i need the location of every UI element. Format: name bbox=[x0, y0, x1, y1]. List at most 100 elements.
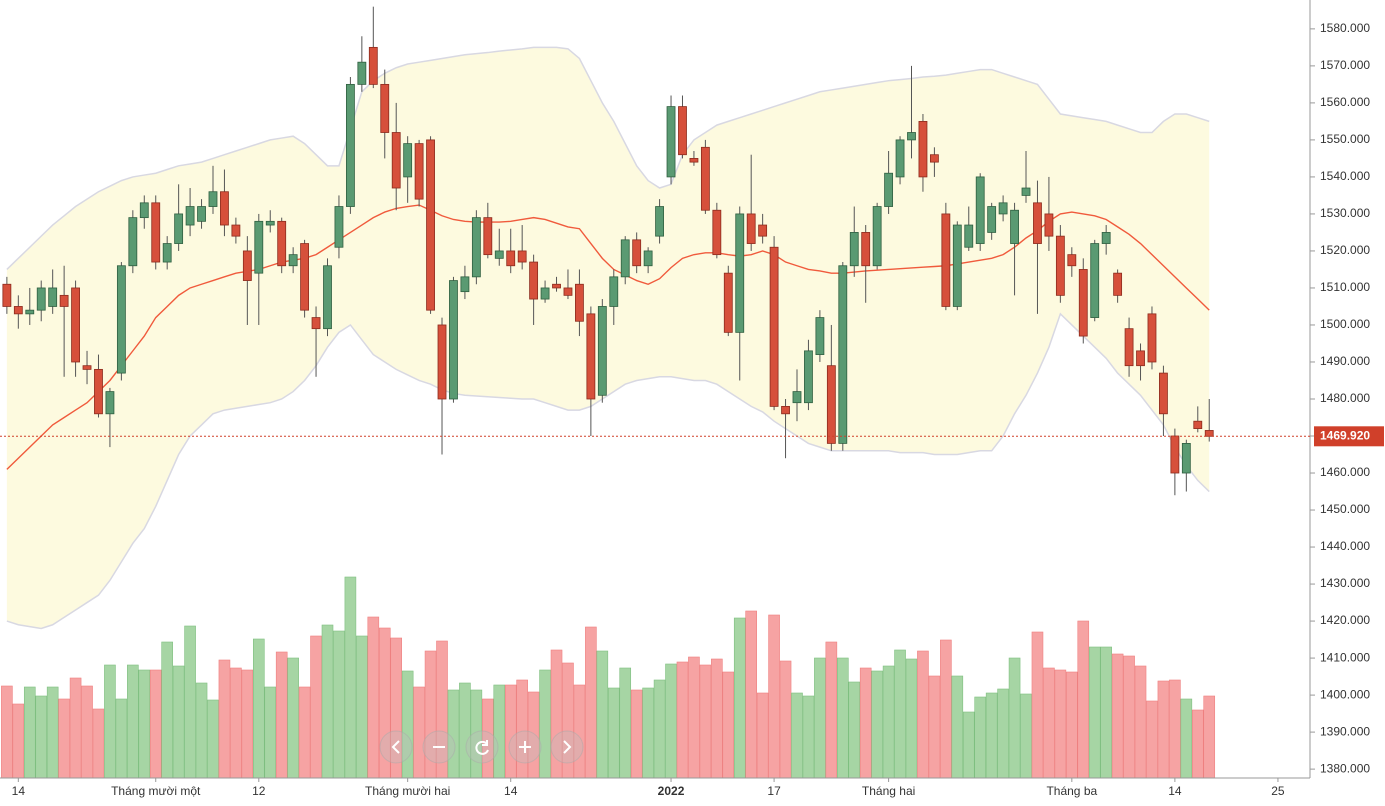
zoom-out-button[interactable] bbox=[422, 730, 456, 764]
candle-body bbox=[975, 176, 985, 244]
candle-body bbox=[872, 206, 882, 267]
candle-body bbox=[941, 213, 951, 307]
candle-body bbox=[1010, 209, 1019, 244]
y-tick-label: 1490.000 bbox=[1320, 354, 1370, 368]
candle-body bbox=[25, 309, 35, 315]
y-tick-label: 1380.000 bbox=[1320, 761, 1370, 775]
volume-bar bbox=[367, 616, 380, 779]
volume-bar bbox=[23, 686, 36, 779]
candles bbox=[2, 6, 1214, 496]
y-tick-label: 1410.000 bbox=[1320, 650, 1370, 664]
volume-bar bbox=[230, 667, 242, 779]
candle-body bbox=[323, 265, 332, 330]
volume-bar bbox=[928, 675, 941, 779]
volume-bar bbox=[1008, 657, 1021, 779]
scroll-right-button[interactable] bbox=[550, 730, 584, 764]
volume-bar bbox=[711, 658, 723, 779]
candle-body bbox=[220, 191, 229, 226]
candle-body bbox=[597, 306, 607, 396]
volume-bar bbox=[768, 614, 780, 779]
candle-body bbox=[345, 83, 355, 207]
x-tick-label: Tháng mười hai bbox=[365, 784, 450, 798]
scroll-left-button[interactable] bbox=[379, 730, 413, 764]
reset-button[interactable] bbox=[465, 730, 499, 764]
volume-bar bbox=[905, 658, 918, 779]
volume-bar bbox=[985, 692, 998, 779]
x-tick-label: 25 bbox=[1271, 784, 1285, 798]
candle-body bbox=[1055, 235, 1065, 296]
candle-body bbox=[632, 239, 642, 267]
candle-body bbox=[391, 132, 401, 189]
volume-bar bbox=[287, 657, 299, 779]
candle-body bbox=[494, 250, 504, 259]
bollinger-bands bbox=[6, 46, 1210, 630]
candle-body bbox=[13, 306, 23, 315]
zoom-in-button[interactable] bbox=[508, 730, 542, 764]
candle-body bbox=[895, 139, 905, 178]
volume-bar bbox=[1100, 646, 1112, 779]
x-tick-label: 12 bbox=[252, 784, 266, 798]
volume-bars bbox=[1, 576, 1216, 779]
candle-body bbox=[804, 350, 813, 404]
volume-bar bbox=[356, 635, 368, 779]
last-price-box bbox=[1314, 426, 1384, 447]
volume-bar bbox=[413, 686, 425, 779]
candle-body bbox=[1090, 243, 1100, 318]
volume-bar bbox=[619, 667, 632, 779]
y-tick-label: 1540.000 bbox=[1320, 169, 1370, 183]
candle-body bbox=[460, 276, 470, 293]
candle-body bbox=[483, 217, 493, 256]
volume-bar bbox=[161, 641, 173, 779]
volume-bar bbox=[699, 664, 712, 779]
candle-body bbox=[838, 265, 848, 444]
candle-body bbox=[334, 206, 344, 248]
x-tick-label: 14 bbox=[1168, 784, 1182, 798]
candle-body bbox=[655, 206, 664, 237]
candle-body bbox=[1193, 420, 1203, 430]
volume-bar bbox=[756, 692, 769, 779]
candle-body bbox=[769, 246, 779, 407]
candle-body bbox=[254, 220, 264, 274]
volume-bar bbox=[81, 685, 93, 779]
volume-bar bbox=[241, 669, 254, 779]
candle-body bbox=[1113, 272, 1123, 296]
candle-body bbox=[964, 224, 974, 248]
candle-body bbox=[2, 283, 12, 307]
volume-bar bbox=[207, 699, 219, 779]
candle-body bbox=[987, 206, 997, 233]
volume-bar bbox=[825, 641, 838, 779]
candle-body bbox=[300, 243, 310, 311]
volume-bar bbox=[1180, 698, 1193, 779]
candle-body bbox=[1159, 372, 1168, 415]
volume-bar bbox=[837, 657, 849, 779]
candle-body bbox=[1067, 254, 1077, 267]
candle-body bbox=[540, 287, 550, 300]
volume-bar bbox=[607, 687, 620, 779]
volume-bar bbox=[573, 684, 586, 779]
volume-bar bbox=[940, 639, 952, 779]
y-tick-label: 1510.000 bbox=[1320, 280, 1370, 294]
candle-body bbox=[414, 143, 424, 200]
volume-bar bbox=[172, 665, 185, 779]
volume-bar bbox=[493, 684, 506, 779]
lower-band bbox=[6, 312, 1210, 630]
candle-body bbox=[884, 172, 894, 207]
y-tick-label: 1420.000 bbox=[1320, 613, 1370, 627]
y-tick-label: 1430.000 bbox=[1320, 576, 1370, 590]
volume-bar bbox=[12, 703, 25, 779]
volume-bar bbox=[264, 686, 277, 779]
candle-body bbox=[552, 283, 561, 289]
volume-bar bbox=[138, 669, 151, 779]
volume-bar bbox=[252, 638, 265, 779]
candle-body bbox=[1033, 202, 1042, 244]
candle-body bbox=[94, 368, 103, 415]
volume-bar bbox=[104, 664, 116, 779]
candle-body bbox=[826, 365, 836, 444]
volume-bar bbox=[745, 610, 757, 779]
candle-body bbox=[231, 224, 241, 237]
candle-body bbox=[506, 250, 516, 267]
candle-body bbox=[689, 158, 699, 163]
volume-bar bbox=[447, 689, 460, 779]
candle-body bbox=[918, 121, 928, 178]
